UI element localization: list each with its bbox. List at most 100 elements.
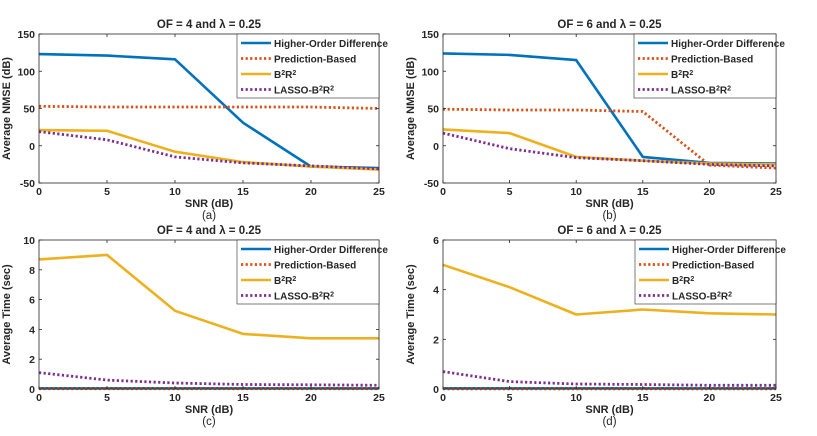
x-tick-label: 5 bbox=[507, 392, 513, 404]
legend-superscript: 2 bbox=[292, 276, 296, 283]
legend: Higher-Order Difference Prediction-Based B… bbox=[633, 33, 785, 99]
legend-superscript: 2 bbox=[330, 85, 334, 92]
x-axis-label: SNR (dB) bbox=[185, 404, 234, 416]
series-line-lasso bbox=[38, 130, 380, 171]
chart-title: OF = 6 and λ = 0.25 bbox=[557, 225, 662, 237]
legend-text: B bbox=[672, 276, 679, 287]
legend-box bbox=[634, 239, 777, 305]
y-tick-label: 100 bbox=[17, 66, 35, 78]
legend-text: Prediction-Based bbox=[672, 261, 754, 272]
legend-label-prediction: Prediction-Based bbox=[671, 55, 753, 66]
y-tick-label: 0 bbox=[433, 384, 439, 396]
legend: Higher-Order Difference Prediction-Based B… bbox=[236, 33, 388, 99]
legend-text: B bbox=[274, 70, 281, 81]
legend-text: B bbox=[274, 276, 281, 287]
x-tick-label: 25 bbox=[373, 186, 385, 198]
legend-label-prediction: Prediction-Based bbox=[672, 261, 754, 272]
y-tick-label: 10 bbox=[23, 235, 35, 247]
panel-label: (b) bbox=[602, 210, 616, 222]
x-tick-label: 10 bbox=[570, 392, 582, 404]
y-tick-label: 0 bbox=[29, 141, 35, 153]
legend-text: LASSO-B bbox=[274, 292, 319, 303]
y-tick-label: 50 bbox=[23, 104, 35, 116]
y-tick-label: -50 bbox=[20, 178, 35, 190]
axes-frame bbox=[38, 239, 380, 390]
y-tick-label: 150 bbox=[421, 29, 439, 41]
legend-text: Prediction-Based bbox=[671, 55, 753, 66]
y-tick-label: -50 bbox=[424, 178, 439, 190]
legend-superscript: 2 bbox=[281, 276, 285, 283]
x-tick-label: 5 bbox=[104, 186, 110, 198]
legend-text: Prediction-Based bbox=[274, 55, 356, 66]
y-axis-label: Average Time (sec) bbox=[405, 264, 417, 365]
legend-label-b2r2: B2R2 bbox=[274, 70, 296, 82]
legend-superscript: 2 bbox=[727, 85, 731, 92]
legend-superscript: 2 bbox=[717, 291, 721, 298]
legend-superscript: 2 bbox=[319, 291, 323, 298]
legend-label-b2r2: B2R2 bbox=[274, 276, 296, 288]
x-tick-label: 25 bbox=[770, 186, 782, 198]
legend-label-prediction: Prediction-Based bbox=[274, 261, 356, 272]
legend-text: Higher-Order Difference bbox=[274, 39, 388, 50]
y-tick-label: 150 bbox=[17, 29, 35, 41]
y-tick-label: 0 bbox=[29, 384, 35, 396]
panel-label: (a) bbox=[202, 210, 216, 222]
legend-text: R bbox=[323, 292, 331, 303]
legend-text: R bbox=[323, 86, 331, 97]
legend-text: LASSO-B bbox=[274, 86, 319, 97]
panel-label: (d) bbox=[602, 416, 616, 428]
x-tick-label: 15 bbox=[237, 186, 249, 198]
y-axis-label: Average NMSE (dB) bbox=[1, 57, 13, 160]
axes-frame bbox=[442, 239, 777, 390]
x-tick-label: 25 bbox=[770, 392, 782, 404]
legend: Higher-Order Difference Prediction-Based B… bbox=[236, 239, 388, 305]
chart-title: OF = 4 and λ = 0.25 bbox=[157, 19, 262, 31]
legend-label-lasso: LASSO-B2R2 bbox=[274, 85, 334, 97]
x-tick-label: 5 bbox=[104, 392, 110, 404]
legend-box bbox=[633, 33, 777, 99]
legend-text: R bbox=[683, 276, 691, 287]
legend-superscript: 2 bbox=[690, 276, 694, 283]
legend-label-lasso: LASSO-B2R2 bbox=[672, 291, 732, 303]
x-tick-label: 20 bbox=[305, 186, 317, 198]
y-tick-label: 6 bbox=[29, 295, 35, 307]
x-tick-label: 20 bbox=[704, 186, 716, 198]
y-tick-label: 50 bbox=[427, 104, 439, 116]
y-tick-label: 4 bbox=[433, 285, 439, 297]
x-tick-label: 25 bbox=[373, 392, 385, 404]
series-line-b2r2 bbox=[38, 253, 379, 340]
series-line-lasso bbox=[442, 131, 777, 168]
panel-label: (c) bbox=[202, 416, 216, 428]
x-tick-label: 5 bbox=[507, 186, 513, 198]
legend-superscript: 2 bbox=[292, 70, 296, 77]
legend-text: R bbox=[285, 70, 293, 81]
legend-text: R bbox=[720, 86, 728, 97]
legend-text: LASSO-B bbox=[671, 86, 716, 97]
x-axis-label: SNR (dB) bbox=[185, 198, 234, 210]
legend-text: Prediction-Based bbox=[274, 261, 356, 272]
series-line-b2r2 bbox=[442, 263, 777, 316]
legend-box bbox=[236, 239, 380, 305]
x-tick-label: 15 bbox=[637, 392, 649, 404]
y-tick-label: 6 bbox=[433, 235, 439, 247]
legend-label-higher-order: Higher-Order Difference bbox=[274, 245, 388, 256]
legend-label-lasso: LASSO-B2R2 bbox=[671, 85, 731, 97]
legend-text: R bbox=[682, 70, 690, 81]
y-axis-label: Average NMSE (dB) bbox=[405, 57, 417, 160]
x-tick-label: 15 bbox=[637, 186, 649, 198]
y-tick-label: 100 bbox=[421, 66, 439, 78]
x-tick-label: 15 bbox=[237, 392, 249, 404]
legend-text: R bbox=[285, 276, 293, 287]
legend-superscript: 2 bbox=[330, 291, 334, 298]
legend-box bbox=[236, 33, 380, 99]
legend-superscript: 2 bbox=[728, 291, 732, 298]
legend-superscript: 2 bbox=[716, 85, 720, 92]
legend-label-higher-order: Higher-Order Difference bbox=[671, 39, 785, 50]
legend-text: Higher-Order Difference bbox=[672, 245, 786, 256]
legend-superscript: 2 bbox=[679, 276, 683, 283]
y-tick-label: 8 bbox=[29, 265, 35, 277]
x-tick-label: 10 bbox=[169, 186, 181, 198]
series-line-lasso bbox=[442, 370, 776, 387]
legend-text: Higher-Order Difference bbox=[274, 245, 388, 256]
